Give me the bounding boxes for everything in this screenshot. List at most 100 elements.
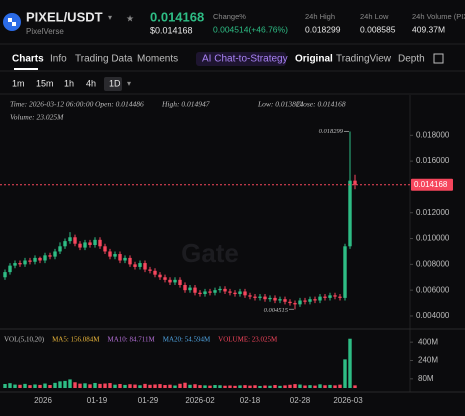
candle-body — [108, 251, 112, 257]
volume-bar — [288, 384, 292, 388]
y-tick-label: 0.012000 — [416, 208, 450, 217]
info-close: Close: 0.014168 — [296, 100, 346, 109]
volume-bar — [48, 385, 52, 388]
candle-body — [258, 296, 262, 298]
coin-icon-pixel — [8, 18, 12, 22]
info-low: Low: 0.013824 — [257, 100, 304, 109]
volume-bar — [123, 384, 127, 388]
volume-bar — [308, 385, 312, 388]
tab[interactable]: Moments — [137, 54, 178, 65]
volume-bar — [233, 385, 237, 388]
y-tick-label: 0.016000 — [416, 156, 450, 165]
interval-dropdown[interactable]: ▾ — [127, 79, 131, 88]
x-tick-label: 02-18 — [240, 396, 261, 405]
volume-bar — [163, 385, 167, 388]
intervals: 1m 15m 1h 4h 1D ▾ — [12, 77, 131, 91]
volume-legend: MA20: 54.594M — [163, 336, 211, 344]
volume-bar — [58, 381, 62, 388]
volume-bar — [108, 383, 112, 388]
candle-body — [73, 237, 77, 244]
interval[interactable]: 1D — [109, 78, 121, 88]
candle-body — [313, 299, 317, 301]
x-tick-label: 02-28 — [290, 396, 311, 405]
stat-value: 0.018299 — [305, 24, 341, 34]
volume-bar — [253, 385, 257, 388]
candle-body — [228, 291, 232, 293]
interval[interactable]: 15m — [36, 78, 54, 88]
volume-bar — [333, 385, 337, 388]
volume-bar — [328, 384, 332, 388]
interval[interactable]: 4h — [86, 78, 96, 88]
candle-body — [198, 292, 202, 295]
candle-body — [193, 287, 197, 293]
interval-active — [104, 77, 122, 91]
candle-body — [328, 295, 332, 298]
candle-body — [238, 291, 242, 295]
volume-bar — [263, 385, 267, 388]
volume-bar — [218, 385, 222, 388]
candle-body — [43, 255, 47, 261]
tab[interactable]: Trading Data — [75, 54, 133, 65]
tab[interactable]: TradingView — [336, 54, 392, 65]
volume-bar — [238, 385, 242, 388]
volume-legend: MA5: 156.084M — [52, 336, 100, 344]
tab[interactable]: AI Chat-to-Strategy — [202, 54, 288, 65]
interval[interactable]: 1m — [12, 78, 25, 88]
tab[interactable]: Info — [50, 54, 67, 65]
volume-bar — [193, 384, 197, 388]
high-annotation: 0.018299 — [319, 128, 344, 135]
candle-body — [153, 270, 157, 275]
volume-bar — [68, 379, 72, 388]
y-tick-label: 0.006000 — [416, 285, 450, 294]
candle-body — [283, 299, 287, 302]
y-tick-label: 0.004000 — [416, 311, 450, 320]
volume-bar — [128, 384, 132, 388]
grid-icon[interactable] — [433, 53, 444, 64]
x-tick-label: 01-19 — [87, 396, 108, 405]
volume-bar — [73, 382, 77, 388]
volume-bar — [118, 383, 122, 388]
volume-bar — [133, 384, 137, 388]
candle-body — [13, 263, 17, 266]
candle-body — [248, 295, 252, 297]
volume-bar — [303, 385, 307, 388]
candle-body — [218, 288, 222, 291]
stats: Change% 0.004514(+46.76%) 24h High 0.018299… — [213, 12, 465, 34]
volume-bar — [258, 385, 262, 388]
candle-body — [3, 272, 7, 278]
volume-bar — [173, 385, 177, 388]
candle-body — [158, 274, 162, 278]
interval[interactable]: 1h — [64, 78, 74, 88]
tab[interactable]: Original — [295, 54, 333, 65]
candle-body — [148, 269, 152, 271]
candle-body — [333, 295, 337, 297]
volume-bar — [78, 383, 82, 388]
coin-icon-pixel — [12, 22, 16, 26]
symbol-dropdown[interactable]: ▾ — [108, 13, 112, 22]
volume-bar — [138, 385, 142, 388]
candle-body — [138, 263, 142, 267]
volume-bar — [158, 384, 162, 388]
volume-tick-label: 400M — [418, 337, 438, 346]
volume-bar — [353, 385, 357, 388]
tab[interactable]: Depth — [398, 54, 425, 65]
volume-legend: VOL(5,10,20) — [4, 336, 45, 344]
volume-bar — [93, 382, 97, 388]
candle-body — [293, 303, 297, 305]
volume-tick-label: 80M — [418, 374, 434, 383]
favorite-star[interactable]: ★ — [126, 13, 134, 23]
symbol[interactable]: PIXEL/USDT — [26, 9, 103, 24]
tab[interactable]: Charts — [12, 54, 44, 65]
volume-bar — [28, 385, 32, 388]
volume-bar — [313, 385, 317, 388]
candle-body — [353, 180, 357, 185]
candle-body — [288, 301, 292, 304]
y-tick-label: 0.010000 — [416, 234, 450, 243]
candle-body — [8, 265, 12, 273]
candle-body — [208, 291, 212, 293]
volume-bar — [183, 382, 187, 388]
candle-body — [343, 246, 347, 298]
candle-body — [223, 288, 227, 292]
candle-body — [68, 237, 72, 242]
